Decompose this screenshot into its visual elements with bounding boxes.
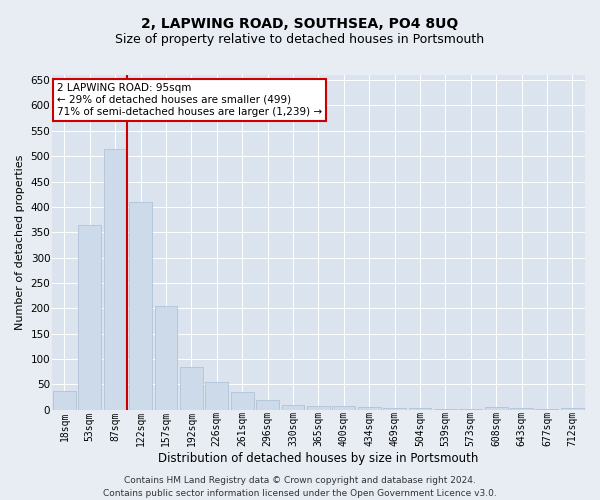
Text: 2, LAPWING ROAD, SOUTHSEA, PO4 8UQ: 2, LAPWING ROAD, SOUTHSEA, PO4 8UQ: [142, 18, 458, 32]
Bar: [383, 408, 406, 410]
Text: 2 LAPWING ROAD: 95sqm
← 29% of detached houses are smaller (499)
71% of semi-det: 2 LAPWING ROAD: 95sqm ← 29% of detached …: [57, 84, 322, 116]
Bar: [510, 408, 533, 410]
Bar: [79, 224, 101, 410]
Bar: [129, 202, 152, 410]
Bar: [205, 382, 228, 410]
Bar: [155, 306, 178, 410]
Bar: [281, 404, 304, 410]
Bar: [485, 408, 508, 410]
X-axis label: Distribution of detached houses by size in Portsmouth: Distribution of detached houses by size …: [158, 452, 479, 465]
Bar: [561, 408, 584, 410]
Bar: [434, 409, 457, 410]
Bar: [256, 400, 279, 410]
Text: Size of property relative to detached houses in Portsmouth: Size of property relative to detached ho…: [115, 32, 485, 46]
Bar: [231, 392, 254, 410]
Bar: [307, 406, 330, 410]
Y-axis label: Number of detached properties: Number of detached properties: [15, 154, 25, 330]
Bar: [53, 391, 76, 410]
Bar: [332, 406, 355, 410]
Bar: [104, 148, 127, 410]
Bar: [358, 408, 380, 410]
Bar: [180, 366, 203, 410]
Bar: [409, 408, 431, 410]
Text: Contains HM Land Registry data © Crown copyright and database right 2024.
Contai: Contains HM Land Registry data © Crown c…: [103, 476, 497, 498]
